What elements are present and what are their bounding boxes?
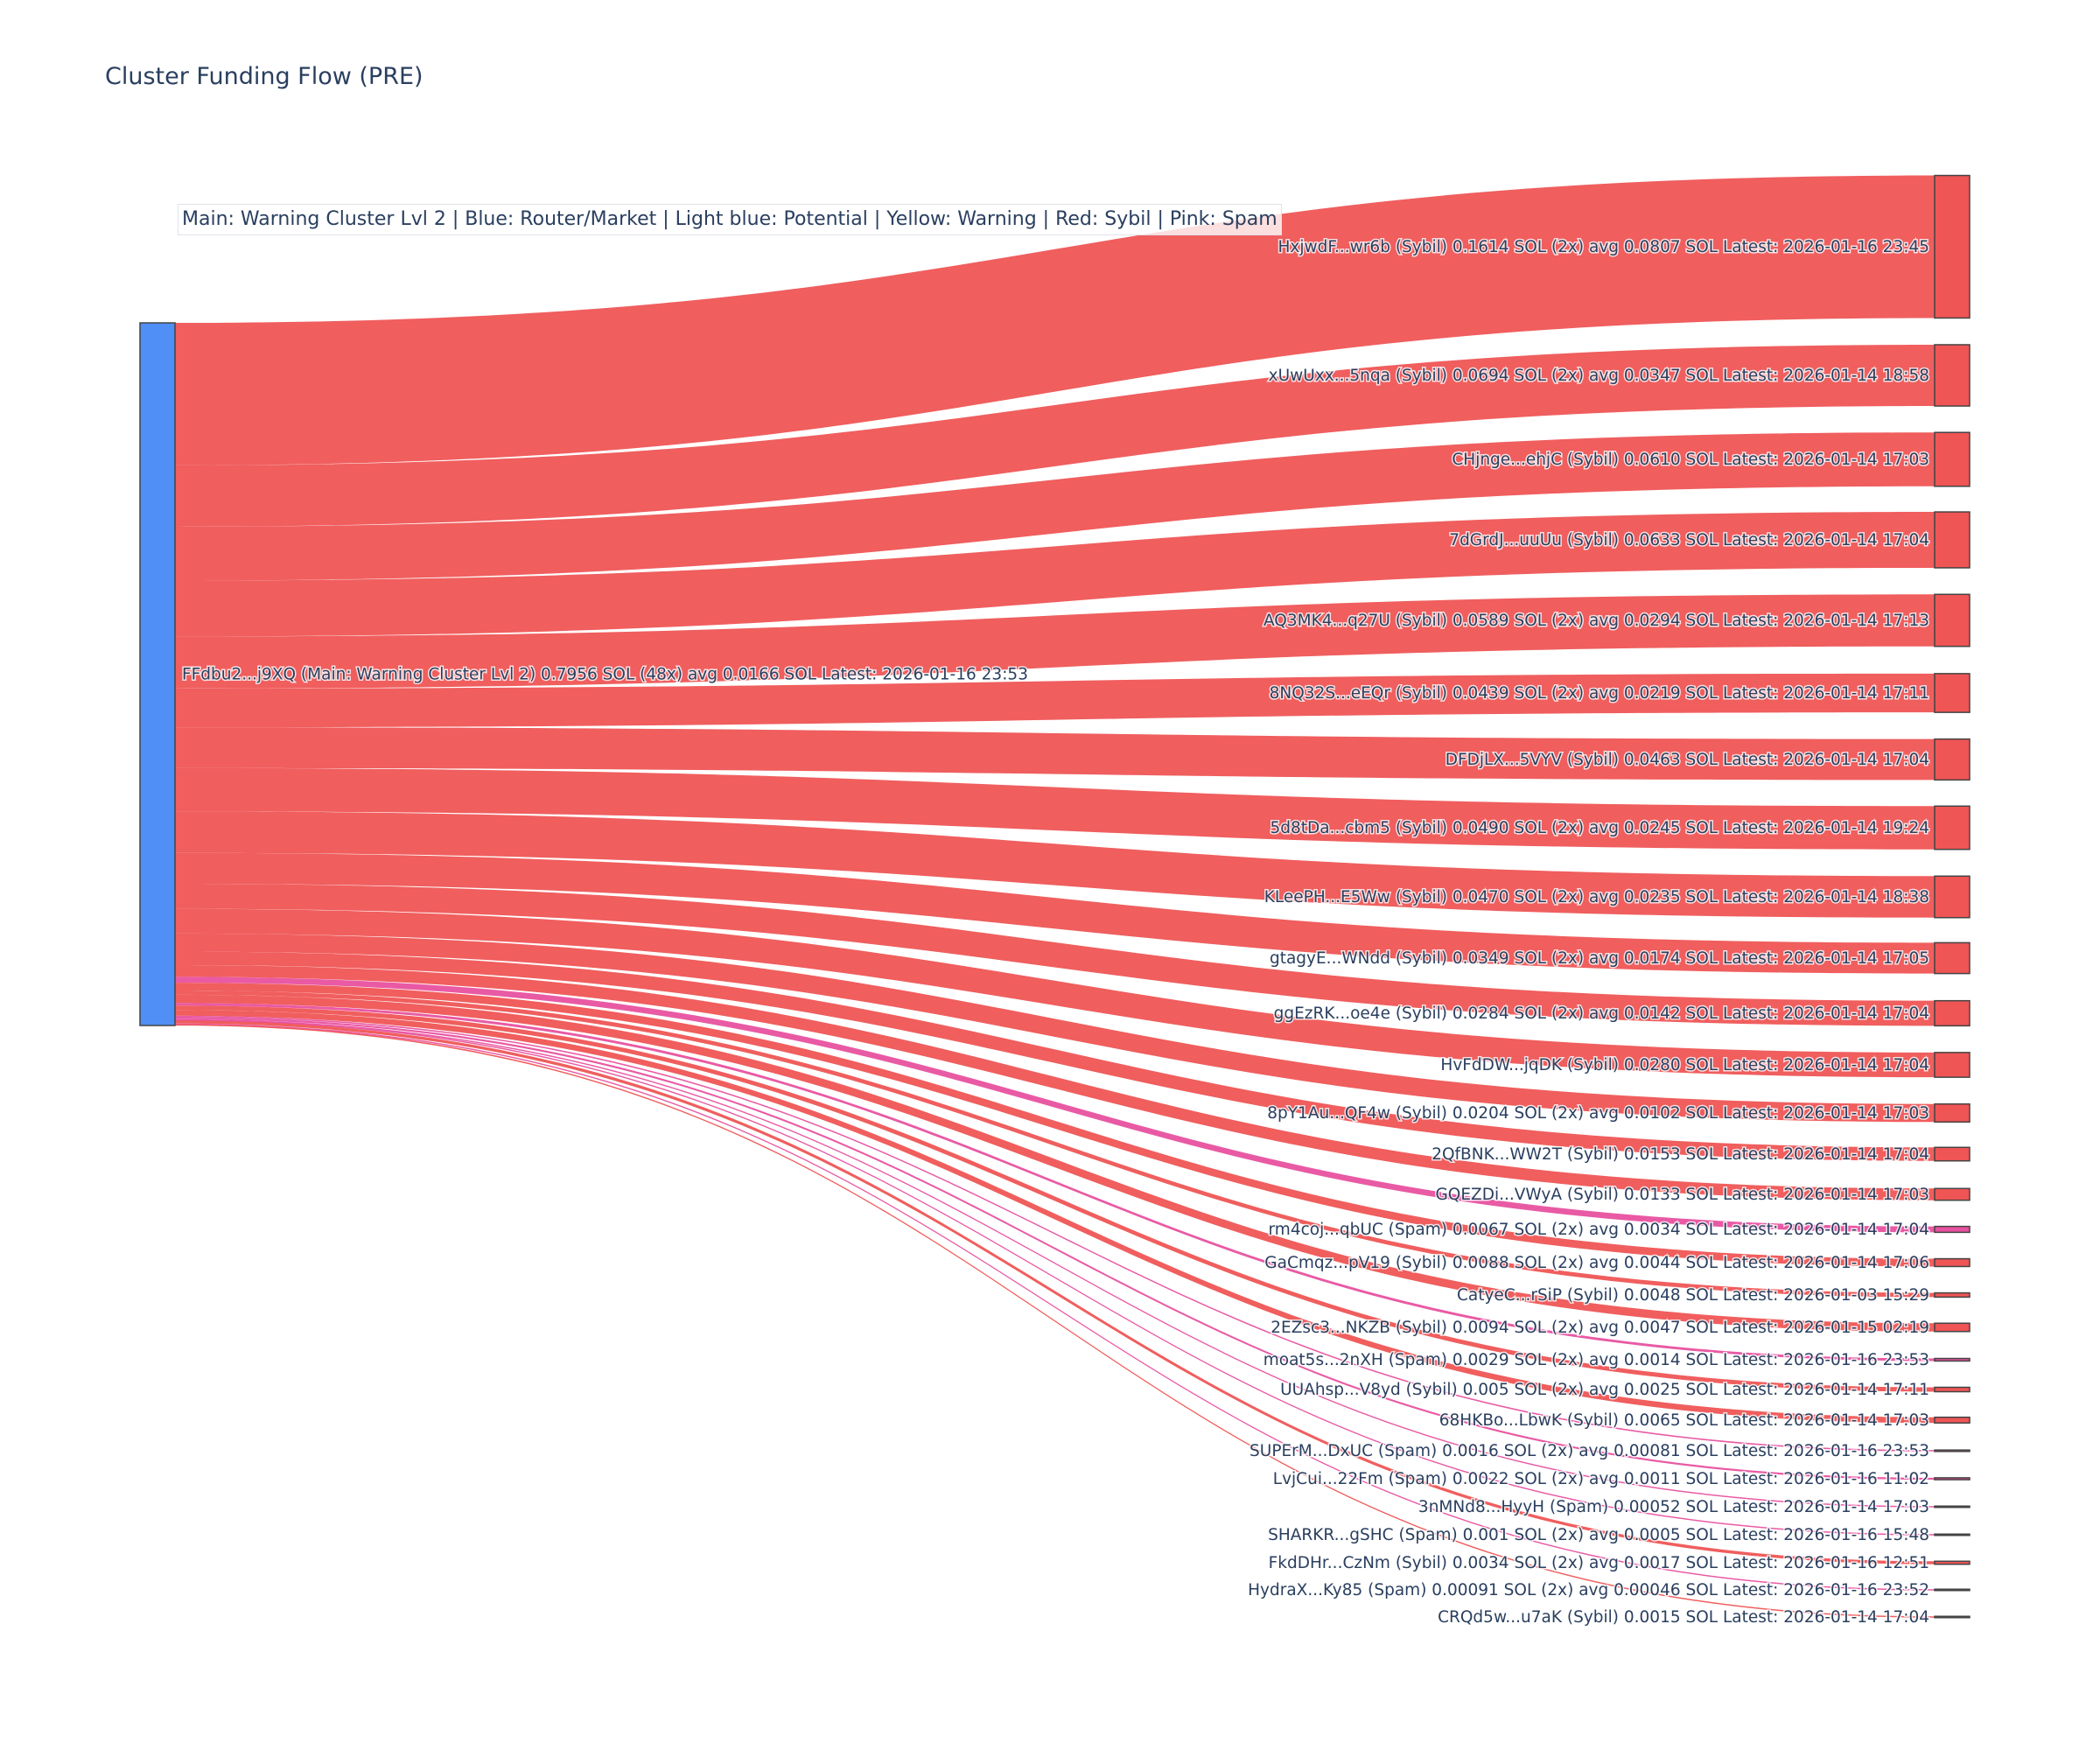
- target-node[interactable]: [1934, 738, 1970, 781]
- target-node-label: CatyeC...rSiP (Sybil) 0.0048 SOL Latest:…: [1457, 1286, 1929, 1305]
- target-node[interactable]: [1934, 1052, 1970, 1078]
- target-node[interactable]: [1934, 1588, 1970, 1592]
- flow-link[interactable]: [175, 1019, 1935, 1536]
- target-node-label: 7dGrdJ...uuUu (Sybil) 0.0633 SOL Latest:…: [1449, 531, 1929, 550]
- flow-link[interactable]: [175, 811, 1935, 918]
- nodes-layer: [139, 174, 1970, 1619]
- target-node-label: ggEzRK...oe4e (Sybil) 0.0284 SOL (2x) av…: [1274, 1004, 1929, 1023]
- flow-link[interactable]: [175, 175, 1935, 466]
- target-node[interactable]: [1934, 1102, 1970, 1124]
- target-node[interactable]: [1934, 942, 1970, 975]
- source-node[interactable]: [139, 322, 176, 1026]
- target-node[interactable]: [1934, 1615, 1970, 1619]
- flow-link[interactable]: [175, 1010, 1935, 1424]
- target-node-label: xUwUxx...5nqa (Sybil) 0.0694 SOL (2x) av…: [1269, 367, 1929, 385]
- target-node-label: CHjnge...ehjC (Sybil) 0.0610 SOL Latest:…: [1452, 451, 1929, 469]
- target-node-label: GQEZDi...VWyA (Sybil) 0.0133 SOL Latest:…: [1435, 1186, 1929, 1204]
- target-node-label: 5d8tDa...cbm5 (Sybil) 0.0490 SOL (2x) av…: [1270, 819, 1929, 837]
- target-node[interactable]: [1934, 1146, 1970, 1162]
- target-node-label: FkdDHr...CzNm (Sybil) 0.0034 SOL (2x) av…: [1269, 1554, 1929, 1572]
- flow-link[interactable]: [175, 344, 1935, 527]
- target-node[interactable]: [1934, 1416, 1970, 1424]
- links-layer: [175, 175, 1935, 1618]
- target-node-label: SHARKR...gSHC (Spam) 0.001 SOL (2x) avg …: [1268, 1526, 1929, 1544]
- target-node-label: 68HKBo...LbwK (Sybil) 0.0065 SOL Latest:…: [1439, 1411, 1929, 1430]
- flow-link[interactable]: [175, 673, 1935, 728]
- target-node[interactable]: [1934, 875, 1970, 919]
- target-node-label: LvjCui...22Fm (Spam) 0.0022 SOL (2x) avg…: [1273, 1470, 1929, 1488]
- flow-link[interactable]: [175, 933, 1935, 1123]
- flow-link[interactable]: [175, 964, 1935, 1200]
- target-node-label: gtagyE...WNdd (Sybil) 0.0349 SOL (2x) av…: [1270, 949, 1929, 968]
- flow-link[interactable]: [175, 432, 1935, 581]
- target-node[interactable]: [1934, 1225, 1970, 1234]
- target-node-label: 3nMNd8...HyyH (Spam) 0.00052 SOL Latest:…: [1418, 1498, 1929, 1516]
- target-node[interactable]: [1934, 1357, 1970, 1362]
- target-node-label: DFDjLX...5VYV (Sybil) 0.0463 SOL Latest:…: [1446, 751, 1929, 769]
- target-node-label: HydraX...Ky85 (Spam) 0.00091 SOL (2x) av…: [1248, 1581, 1929, 1600]
- chart-title: Cluster Funding Flow (PRE): [105, 63, 424, 90]
- flow-link[interactable]: [175, 852, 1935, 974]
- target-node[interactable]: [1934, 673, 1970, 713]
- target-node-label: 2EZsc3...NKZB (Sybil) 0.0094 SOL (2x) av…: [1270, 1319, 1929, 1337]
- flow-link[interactable]: [175, 951, 1935, 1161]
- target-node[interactable]: [1934, 174, 1970, 319]
- flow-link[interactable]: [175, 1020, 1935, 1564]
- flow-link[interactable]: [175, 727, 1935, 780]
- target-node-label: HxjwdF...wr6b (Sybil) 0.1614 SOL (2x) av…: [1278, 238, 1930, 256]
- target-node-label: HvFdDW...jqDK (Sybil) 0.0280 SOL Latest:…: [1440, 1056, 1929, 1074]
- target-node[interactable]: [1934, 1533, 1970, 1536]
- source-node-label: FFdbu2...j9XQ (Main: Warning Cluster Lvl…: [182, 666, 1028, 684]
- legend-annotation: Main: Warning Cluster Lvl 2 | Blue: Rout…: [178, 204, 1282, 235]
- target-node[interactable]: [1934, 999, 1970, 1027]
- flow-link[interactable]: [175, 994, 1935, 1332]
- labels-layer: HxjwdF...wr6b (Sybil) 0.1614 SOL (2x) av…: [181, 237, 1931, 1628]
- target-node[interactable]: [1934, 1505, 1970, 1508]
- target-node-label: KLeePH...E5Ww (Sybil) 0.0470 SOL (2x) av…: [1264, 888, 1929, 906]
- target-node[interactable]: [1934, 1386, 1970, 1393]
- target-node-label: 2QfBNK...WW2T (Sybil) 0.0153 SOL Latest:…: [1432, 1145, 1929, 1164]
- target-node[interactable]: [1934, 1187, 1970, 1201]
- flow-link[interactable]: [175, 1018, 1935, 1508]
- flow-link[interactable]: [175, 1005, 1935, 1392]
- flow-link[interactable]: [175, 1003, 1935, 1362]
- target-node[interactable]: [1934, 511, 1970, 569]
- target-node-label: UUAhsp...V8yd (Sybil) 0.005 SOL (2x) avg…: [1280, 1381, 1929, 1399]
- target-node-label: rm4coj...qbUC (Spam) 0.0067 SOL (2x) avg…: [1269, 1221, 1929, 1239]
- target-node-label: SUPErM...DxUC (Spam) 0.0016 SOL (2x) avg…: [1250, 1442, 1929, 1460]
- target-node[interactable]: [1934, 593, 1970, 648]
- flow-link[interactable]: [175, 1023, 1935, 1591]
- flow-link[interactable]: [175, 990, 1935, 1298]
- flow-link[interactable]: [175, 1015, 1935, 1452]
- target-node-label: moat5s...2nXH (Spam) 0.0029 SOL (2x) avg…: [1264, 1351, 1929, 1369]
- target-node[interactable]: [1934, 1449, 1970, 1452]
- flow-link[interactable]: [175, 983, 1935, 1267]
- flow-link[interactable]: [175, 1017, 1935, 1480]
- target-node[interactable]: [1934, 1257, 1970, 1268]
- flow-link[interactable]: [175, 908, 1935, 1078]
- target-node[interactable]: [1934, 1292, 1970, 1298]
- flow-link[interactable]: [175, 594, 1935, 689]
- target-node[interactable]: [1934, 805, 1970, 850]
- target-node-label: 8NQ32S...eEQr (Sybil) 0.0439 SOL (2x) av…: [1270, 684, 1929, 703]
- flow-link[interactable]: [175, 512, 1935, 637]
- target-node[interactable]: [1934, 1560, 1970, 1565]
- flow-link[interactable]: [175, 767, 1935, 850]
- target-node-label: AQ3MK4...q27U (Sybil) 0.0589 SOL (2x) av…: [1264, 612, 1929, 630]
- flow-link[interactable]: [175, 1024, 1935, 1618]
- target-node-label: CRQd5w...u7aK (Sybil) 0.0015 SOL Latest:…: [1438, 1608, 1929, 1627]
- flow-link[interactable]: [175, 884, 1935, 1026]
- flow-link[interactable]: [175, 976, 1935, 1233]
- target-node-label: GaCmqz...pV19 (Sybil) 0.0088 SOL (2x) av…: [1264, 1254, 1929, 1272]
- target-node[interactable]: [1934, 431, 1970, 487]
- target-node[interactable]: [1934, 344, 1970, 407]
- target-node[interactable]: [1934, 1322, 1970, 1333]
- target-node[interactable]: [1934, 1477, 1970, 1480]
- target-node-label: 8pY1Au...QF4w (Sybil) 0.0204 SOL (2x) av…: [1267, 1104, 1929, 1123]
